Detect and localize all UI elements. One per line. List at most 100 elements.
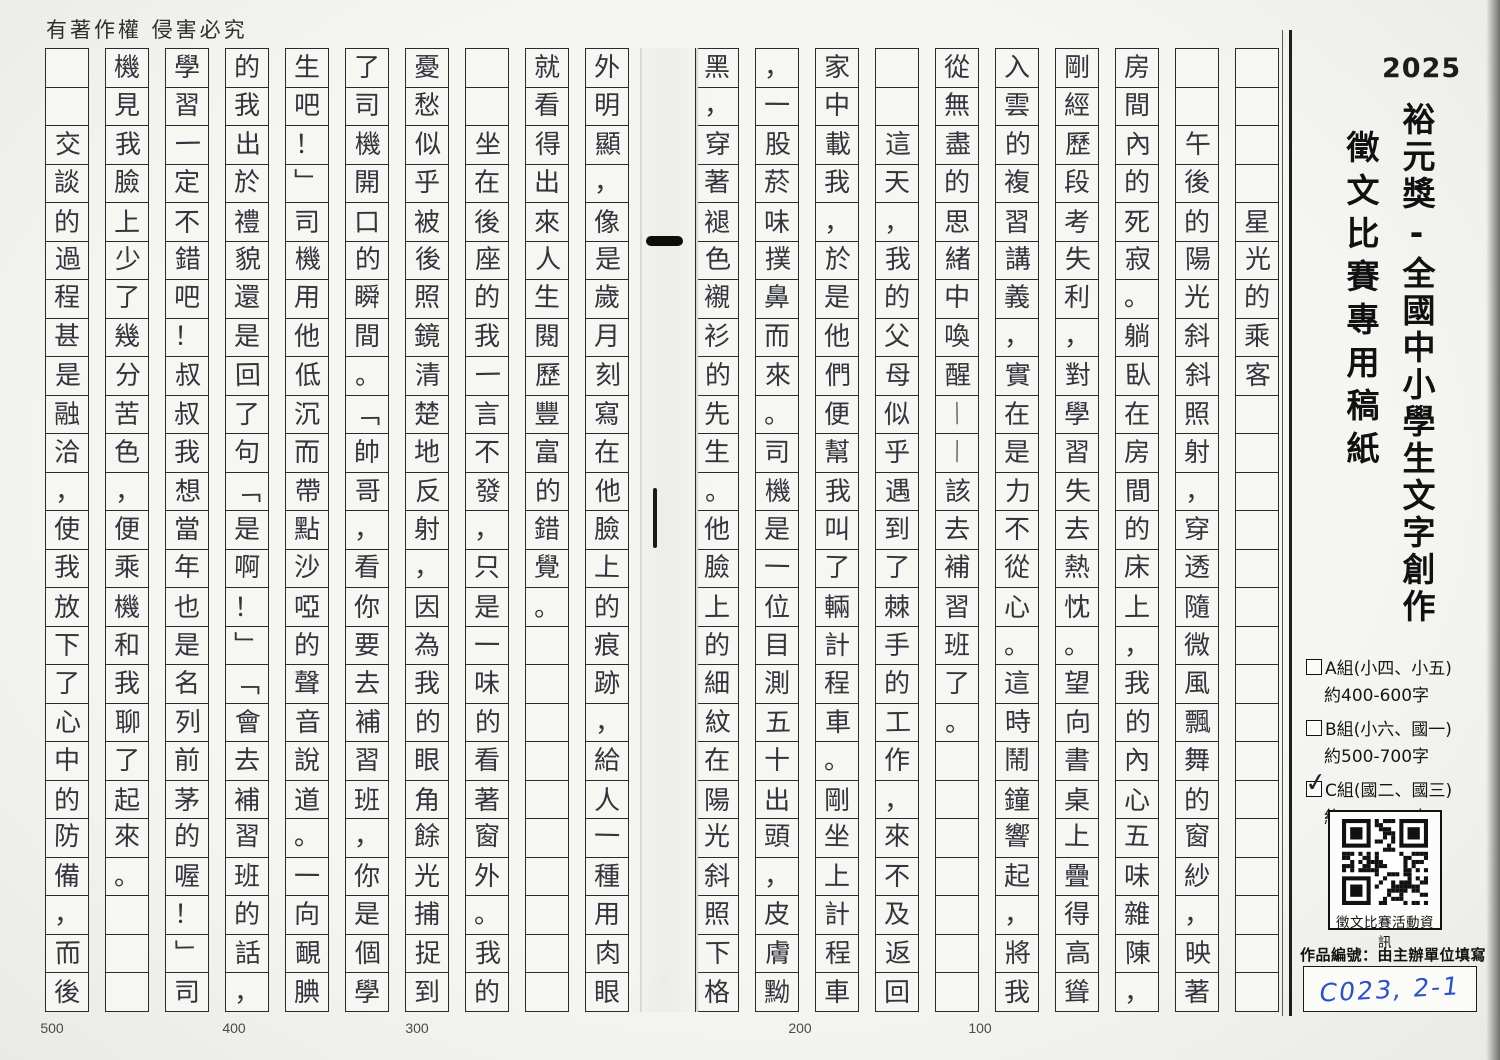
handwritten-character: 說 xyxy=(293,746,321,777)
grid-cell: 後 xyxy=(1175,163,1219,204)
handwritten-character: 列 xyxy=(174,707,202,738)
handwritten-character: 斜 xyxy=(1183,322,1211,353)
grid-cell: 死 xyxy=(1115,202,1159,242)
handwritten-character: 點 xyxy=(293,514,321,546)
handwritten-character: 醒 xyxy=(944,360,972,392)
handwritten-character: 是 xyxy=(823,282,851,314)
grid-cell: 一 xyxy=(585,818,629,859)
handwritten-character: 當 xyxy=(173,514,201,546)
handwritten-character: 。 xyxy=(533,592,561,624)
handwritten-character: 入 xyxy=(1003,52,1031,83)
grid-cell: 哥 xyxy=(345,471,389,512)
grid-cell: 躺 xyxy=(1115,317,1159,358)
handwritten-character: ， xyxy=(1184,476,1212,507)
grid-cell: ， xyxy=(1115,625,1159,666)
handwritten-character: 補 xyxy=(943,552,971,583)
grid-cell: 計 xyxy=(815,895,859,936)
grid-cell: 五 xyxy=(1115,818,1159,859)
grid-cell: 月 xyxy=(585,317,629,358)
handwritten-character: 風 xyxy=(1183,669,1211,700)
handwritten-character: 鼻 xyxy=(763,282,791,314)
grid-cell: 腆 xyxy=(285,972,329,1013)
grid-cell: 頭 xyxy=(755,818,799,859)
grid-cell: 的 xyxy=(1235,279,1279,319)
handwritten-character: 計 xyxy=(823,630,851,661)
grid-cell: 手 xyxy=(875,625,919,666)
handwritten-character: 的 xyxy=(1183,785,1211,816)
text-column: 入雲的複習講義 ， 實在是力不從心。這時鬧鐘響起 ， 將我 xyxy=(995,48,1039,1013)
handwritten-character: 機 xyxy=(294,245,322,276)
handwritten-character: 外 xyxy=(473,861,501,892)
grid-cell: 鐘 xyxy=(995,779,1039,820)
grid-cell: 。 xyxy=(465,895,509,936)
grid-cell: 遇 xyxy=(875,471,919,512)
grid-cell: 他 xyxy=(815,317,859,358)
grid-cell: 我 xyxy=(1115,664,1159,704)
grid-cell: 響 xyxy=(995,818,1039,859)
grid-cell: 映 xyxy=(1175,933,1219,974)
grid-cell: ， xyxy=(755,48,799,88)
handwritten-character: 愁 xyxy=(413,91,441,122)
handwritten-character: 來 xyxy=(113,821,141,853)
text-column: ，一股菸味撲鼻而來。司機是一位目測五十出頭，皮膚黝 xyxy=(755,48,799,1013)
handwritten-character: 躺 xyxy=(1123,322,1151,353)
grid-cell: 熱 xyxy=(1055,548,1099,589)
handwritten-character: 間 xyxy=(353,322,381,353)
grid-cell: ， xyxy=(465,510,509,550)
grid-cell: 幾 xyxy=(105,317,149,358)
grid-cell: 楚 xyxy=(405,394,449,435)
grid-cell: 班 xyxy=(345,779,389,820)
handwritten-character: 。 xyxy=(1003,630,1031,661)
grid-cell: 黝 xyxy=(755,972,799,1013)
group-option-b: B組(小六、國一) 約500-700字 xyxy=(1306,715,1452,767)
grid-cell: ﹁ xyxy=(345,394,389,435)
grid-cell: 沉 xyxy=(285,394,329,435)
grid-cell: 補 xyxy=(345,702,389,743)
grid-cell: 。 xyxy=(1055,625,1099,666)
handwritten-character: 是 xyxy=(473,592,501,624)
handwritten-character: 該 xyxy=(944,476,972,507)
handwritten-character: 習 xyxy=(233,821,261,853)
grid-cell: 風 xyxy=(1175,664,1219,704)
grid-cell: 臥 xyxy=(1115,356,1159,396)
handwritten-character: 失 xyxy=(1064,476,1092,507)
grid-cell: 歷 xyxy=(525,356,569,396)
handwritten-character: 司 xyxy=(173,978,201,1009)
handwritten-character: 響 xyxy=(1003,821,1031,853)
grid-cell: 的 xyxy=(1175,202,1219,242)
handwritten-character: 他 xyxy=(594,476,622,507)
handwritten-character: 程 xyxy=(823,669,851,700)
grid-cell: 經 xyxy=(1055,86,1099,127)
grid-cell xyxy=(1175,86,1219,127)
handwritten-character: 起 xyxy=(1003,861,1031,892)
grid-cell: 從 xyxy=(995,548,1039,589)
handwritten-character: 音 xyxy=(294,707,322,738)
text-column: 剛經歷段考失利，對學習失去熱忱。望向書桌上疊得高聳 xyxy=(1055,48,1099,1013)
grid-cell: 高 xyxy=(1055,933,1099,974)
handwritten-character: 肉 xyxy=(594,938,622,969)
handwritten-character: ， xyxy=(353,514,381,546)
grid-cell: 你 xyxy=(345,856,389,897)
grid-cell: 機 xyxy=(285,240,329,281)
handwritten-character: 機 xyxy=(764,476,792,507)
grid-cell: 利 xyxy=(1055,279,1099,319)
grid-cell: 習 xyxy=(165,86,209,127)
grid-cell: 照 xyxy=(405,279,449,319)
handwritten-character: ， xyxy=(1063,322,1091,353)
grid-cell: 將 xyxy=(995,933,1039,974)
text-column: 學習一定不錯吧 ！ 叔叔我想當年也是名列前茅的喔 ！ ﹂ 司 xyxy=(165,48,209,1013)
grid-cell xyxy=(935,933,979,974)
grid-cell: 他 xyxy=(585,471,629,512)
grid-cell: 習 xyxy=(1055,433,1099,473)
handwritten-character: 回 xyxy=(883,978,911,1009)
grid-cell: 句 xyxy=(225,433,269,473)
grid-cell: 捕 xyxy=(405,895,449,936)
grid-cell: 棘 xyxy=(875,587,919,627)
grid-cell: 少 xyxy=(105,240,149,281)
grid-cell: 見 xyxy=(105,86,149,127)
grid-cell: 了 xyxy=(815,548,859,589)
grid-cell: 聲 xyxy=(285,664,329,704)
grid-cell: 的 xyxy=(875,664,919,704)
handwritten-character: 苦 xyxy=(113,400,141,431)
